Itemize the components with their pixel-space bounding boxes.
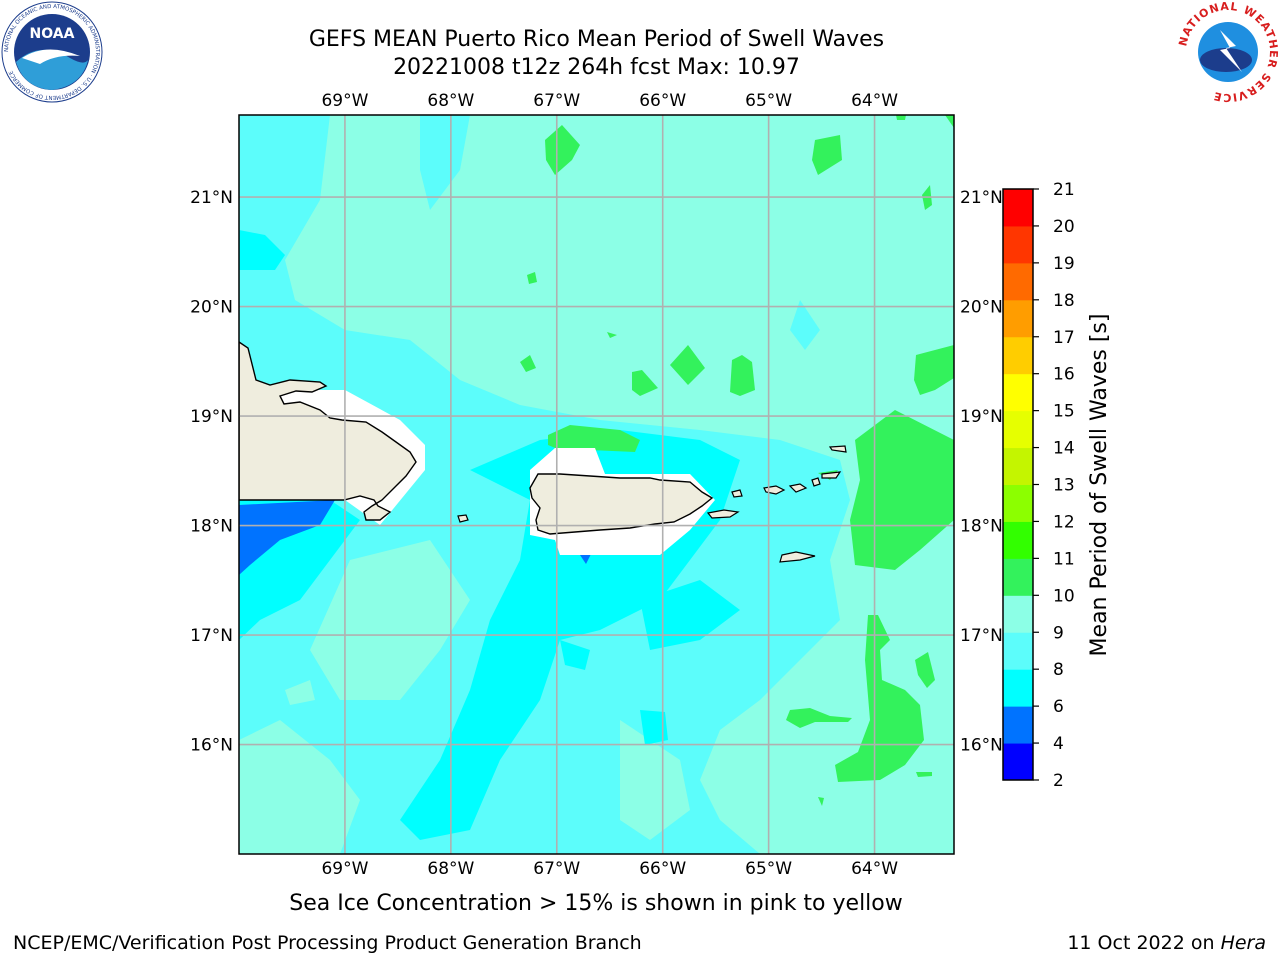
colorbar-swatch-11 <box>1003 336 1033 375</box>
svg-text:NOAA: NOAA <box>30 26 75 42</box>
colorbar-tick-label-4: 9 <box>1053 623 1064 643</box>
colorbar-tick-label-3: 8 <box>1053 660 1064 680</box>
colorbar-tick-label-8: 13 <box>1053 476 1075 496</box>
noaa-logo: NATIONAL OCEANIC AND ATMOSPHERIC ADMINIS… <box>1 1 103 103</box>
lat-label-left-2: 19°N <box>190 407 233 427</box>
lon-label-bottom-0: 69°W <box>321 859 368 879</box>
lon-label-bottom-1: 68°W <box>427 859 474 879</box>
colorbar-tick-label-6: 11 <box>1053 549 1075 569</box>
colorbar-label: Mean Period of Swell Waves [s] <box>1087 314 1112 657</box>
lon-label-top-5: 64°W <box>851 91 898 111</box>
lat-label-right-0: 21°N <box>960 188 1003 208</box>
lat-label-left-3: 18°N <box>190 517 233 537</box>
colorbar: 2 4 6 8 9 10 11 12 13 14 15 16 17 18 19 20 21 <box>1002 180 1075 791</box>
lat-label-left-1: 20°N <box>190 298 233 318</box>
colorbar-swatch-4 <box>1003 595 1033 633</box>
colorbar-swatch-0 <box>1003 743 1033 781</box>
lon-label-top-1: 68°W <box>427 91 474 111</box>
colorbar-swatch-2 <box>1003 669 1033 707</box>
lat-label-right-3: 18°N <box>960 517 1003 537</box>
longitude-labels-top: 69°W 68°W 67°W 66°W 65°W 64°W <box>321 91 898 111</box>
colorbar-tick-label-7: 12 <box>1053 512 1075 532</box>
colorbar-swatch-10 <box>1003 373 1033 412</box>
colorbar-swatch-7 <box>1003 484 1033 522</box>
contour-9-10s-islands <box>239 150 690 854</box>
lon-label-bottom-2: 67°W <box>533 859 580 879</box>
hispaniola-land <box>239 341 417 521</box>
colorbar-swatch-8 <box>1003 447 1033 485</box>
lat-label-right-2: 19°N <box>960 407 1003 427</box>
colorbar-swatch-15 <box>1003 189 1033 227</box>
lat-label-left-5: 16°N <box>190 736 233 756</box>
colorbar-swatch-5 <box>1003 558 1033 596</box>
nws-logo: NATIONAL WEATHER SERVICE <box>1176 0 1279 104</box>
colorbar-tick-label-0: 2 <box>1053 771 1064 791</box>
colorbar-swatch-12 <box>1003 299 1033 338</box>
colorbar-tick-label-1: 4 <box>1053 734 1064 754</box>
lat-label-right-1: 20°N <box>960 298 1003 318</box>
lon-label-top-4: 65°W <box>745 91 792 111</box>
lat-lon-grid <box>239 115 954 854</box>
footer-date: 11 Oct 2022 on Hera <box>1067 932 1266 954</box>
lon-label-top-3: 66°W <box>639 91 686 111</box>
latitude-labels-left: 21°N 20°N 19°N 18°N 17°N 16°N <box>190 188 233 755</box>
map-subtitle-forecast: 20221008 t12z 264h fcst Max: 10.97 <box>393 55 800 80</box>
colorbar-swatch-1 <box>1003 706 1033 744</box>
lat-label-right-4: 17°N <box>960 626 1003 646</box>
lon-label-bottom-5: 64°W <box>851 859 898 879</box>
colorbar-tick-label-13: 18 <box>1053 291 1075 311</box>
colorbar-swatch-6 <box>1003 521 1033 559</box>
lon-label-bottom-3: 66°W <box>639 859 686 879</box>
lon-label-bottom-4: 65°W <box>745 859 792 879</box>
colorbar-tick-label-10: 15 <box>1053 402 1075 422</box>
contour-10-11s <box>520 115 954 806</box>
lon-label-top-0: 69°W <box>321 91 368 111</box>
colorbar-tick-label-9: 14 <box>1053 439 1075 459</box>
colorbar-swatch-3 <box>1003 632 1033 670</box>
longitude-labels-bottom: 69°W 68°W 67°W 66°W 65°W 64°W <box>321 859 898 879</box>
lat-label-left-0: 21°N <box>190 188 233 208</box>
colorbar-swatch-13 <box>1003 262 1033 301</box>
colorbar-swatch-14 <box>1003 225 1033 264</box>
footer-host: Hera <box>1220 932 1266 954</box>
lat-label-right-5: 16°N <box>960 736 1003 756</box>
colorbar-tick-label-16: 21 <box>1053 180 1075 200</box>
colorbar-tick-label-14: 19 <box>1053 254 1075 274</box>
map-title: GEFS MEAN Puerto Rico Mean Period of Swe… <box>308 27 885 52</box>
colorbar-tick-label-11: 16 <box>1053 365 1075 385</box>
colorbar-tick-label-5: 10 <box>1053 586 1075 606</box>
lat-label-left-4: 17°N <box>190 626 233 646</box>
puerto-rico-land <box>529 473 714 535</box>
colorbar-tick-label-12: 17 <box>1053 328 1075 348</box>
footer-producer: NCEP/EMC/Verification Post Processing Pr… <box>13 932 642 954</box>
lon-label-top-2: 67°W <box>533 91 580 111</box>
map-frame <box>238 114 955 855</box>
colorbar-tick-label-2: 6 <box>1053 697 1064 717</box>
colorbar-swatch-9 <box>1003 410 1033 449</box>
colorbar-tick-label-15: 20 <box>1053 217 1075 237</box>
sea-ice-note: Sea Ice Concentration > 15% is shown in … <box>289 891 903 916</box>
latitude-labels-right: 21°N 20°N 19°N 18°N 17°N 16°N <box>960 188 1003 755</box>
